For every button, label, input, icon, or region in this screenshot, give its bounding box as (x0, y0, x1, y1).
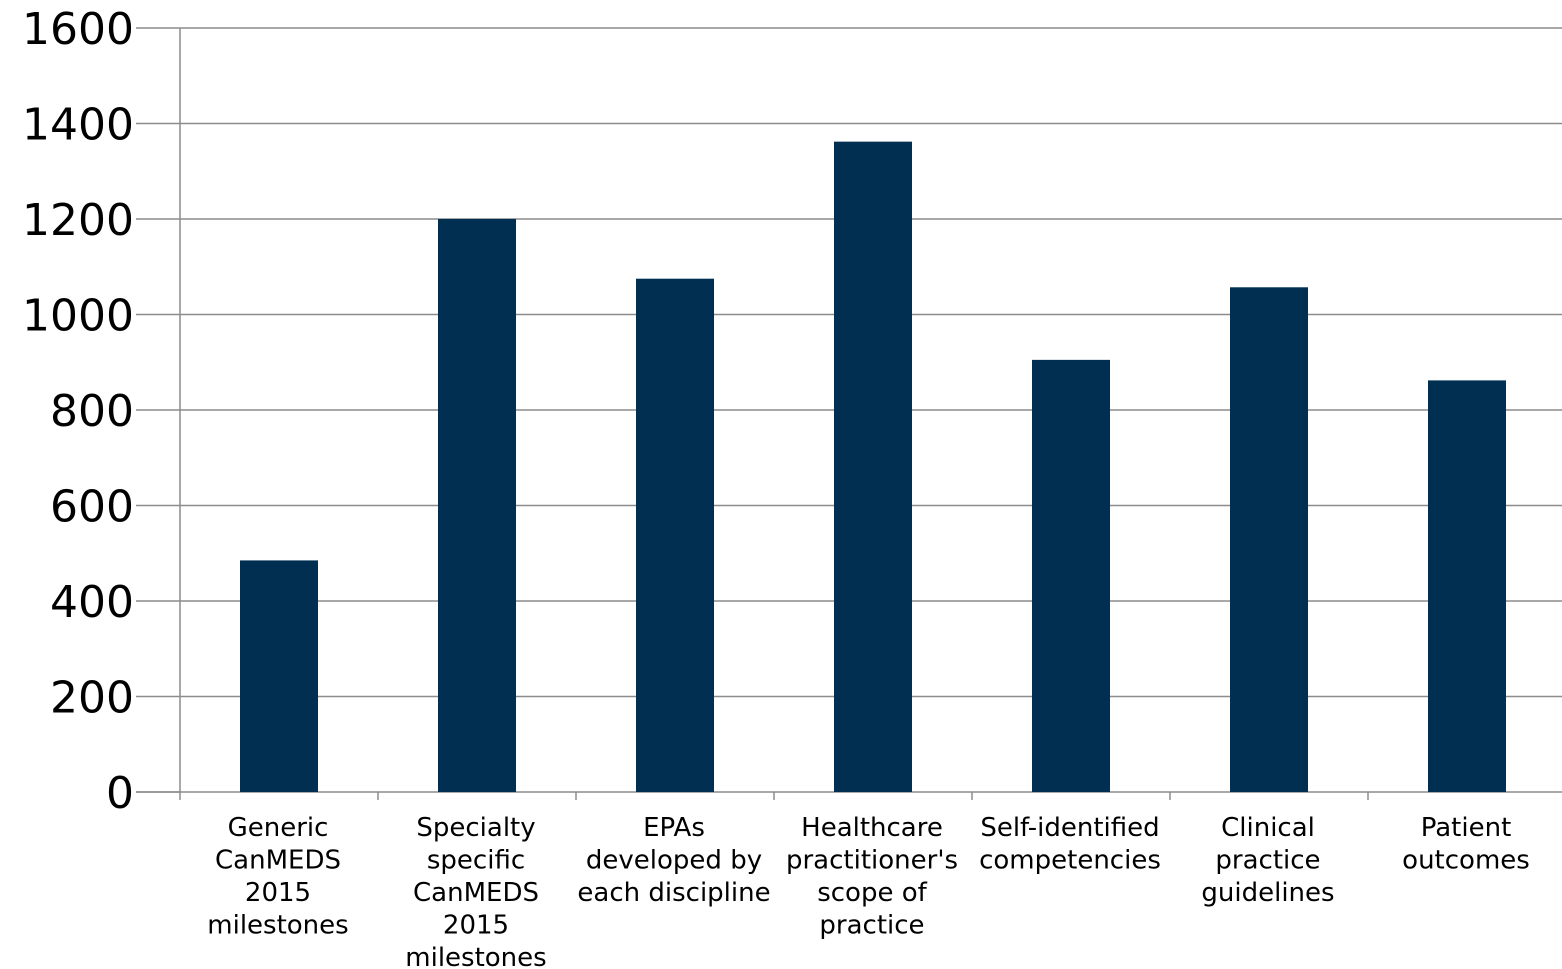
y-tick-label: 200 (50, 673, 134, 724)
bar (636, 279, 714, 792)
bar (834, 142, 912, 792)
y-tick-label: 400 (50, 577, 134, 628)
x-tick-label: Self-identified competencies (979, 813, 1161, 876)
y-tick-label: 1400 (22, 100, 134, 151)
bar (240, 560, 318, 792)
x-tick-label: Generic CanMEDS 2015 milestones (207, 813, 348, 941)
y-tick-label: 0 (106, 768, 134, 819)
x-tick-label: Clinical practice guidelines (1201, 813, 1334, 908)
y-tick-label: 1000 (22, 291, 134, 342)
x-tick-label: EPAs developed by each discipline (577, 813, 770, 908)
x-tick-label: Specialty specific CanMEDS 2015 milestones (405, 813, 546, 969)
y-tick-labels: 0 200 400 600 800 1000 1200 1400 1600 (22, 4, 134, 819)
bars (240, 142, 1506, 792)
bar (438, 219, 516, 792)
x-tick-label: Healthcare practitioner's scope of practice (786, 813, 958, 941)
y-tick-label: 600 (50, 482, 134, 533)
bar (1230, 287, 1308, 792)
bar (1428, 380, 1506, 792)
bar (1032, 360, 1110, 792)
y-tick-label: 1200 (22, 195, 134, 246)
x-tick-label: Patient outcomes (1402, 813, 1530, 876)
y-tick-label: 800 (50, 386, 134, 437)
y-tick-label: 1600 (22, 4, 134, 55)
x-tick-labels: Generic CanMEDS 2015 milestones Specialty spe… (207, 813, 1530, 969)
